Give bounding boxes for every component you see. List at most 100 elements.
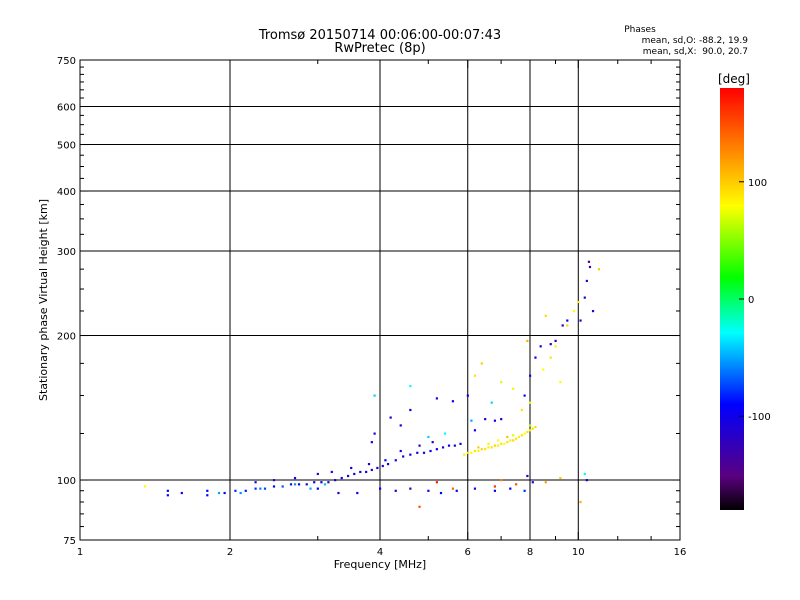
data-point xyxy=(532,428,534,430)
data-point xyxy=(545,315,547,317)
data-point xyxy=(491,402,493,404)
data-point xyxy=(282,485,284,487)
data-point xyxy=(467,452,469,454)
data-point xyxy=(429,450,431,452)
data-point xyxy=(259,488,261,490)
data-point xyxy=(371,441,373,443)
data-point xyxy=(254,488,256,490)
data-point xyxy=(423,452,425,454)
axes: 1 2 4 6 8 10 16 75 100 200 300 400 500 600 750 xyxy=(57,56,686,558)
x-tick-label: 2 xyxy=(227,547,233,558)
data-point xyxy=(573,310,575,312)
x-tick-label: 1 xyxy=(77,547,83,558)
data-point xyxy=(529,375,531,377)
data-point xyxy=(586,479,588,481)
data-point xyxy=(418,445,420,447)
y-tick-label: 600 xyxy=(57,103,76,114)
data-point xyxy=(167,490,169,492)
data-point xyxy=(400,424,402,426)
data-point xyxy=(554,345,556,347)
data-point xyxy=(542,368,544,370)
data-point xyxy=(436,397,438,399)
data-point xyxy=(487,446,489,448)
data-point xyxy=(470,420,472,422)
data-point xyxy=(529,429,531,431)
data-point xyxy=(452,400,454,402)
data-point xyxy=(512,388,514,390)
data-point xyxy=(365,471,367,473)
data-point xyxy=(509,488,511,490)
data-point xyxy=(521,409,523,411)
data-point xyxy=(598,268,600,270)
data-point xyxy=(456,490,458,492)
data-point xyxy=(264,488,266,490)
data-point xyxy=(521,434,523,436)
data-point xyxy=(374,433,376,435)
data-point xyxy=(586,280,588,282)
data-point xyxy=(529,402,531,404)
data-point xyxy=(474,375,476,377)
data-point xyxy=(427,490,429,492)
phase-box-line-o: mean, sd,O: -88.2, 19.9 xyxy=(642,36,749,46)
data-point xyxy=(298,483,300,485)
data-point xyxy=(540,345,542,347)
data-point xyxy=(592,310,594,312)
data-point xyxy=(584,297,586,299)
data-point xyxy=(382,465,384,467)
data-point xyxy=(470,452,472,454)
data-point xyxy=(390,416,392,418)
data-point xyxy=(518,436,520,438)
data-point xyxy=(313,481,315,483)
data-point xyxy=(452,488,454,490)
data-point xyxy=(494,490,496,492)
data-point xyxy=(454,445,456,447)
data-point xyxy=(224,492,226,494)
y-tick-label: 500 xyxy=(57,141,76,152)
data-point xyxy=(442,446,444,448)
x-tick-label: 10 xyxy=(572,547,585,558)
data-point xyxy=(512,439,514,441)
data-point xyxy=(234,490,236,492)
data-point xyxy=(368,463,370,465)
data-point xyxy=(317,488,319,490)
data-point xyxy=(356,492,358,494)
data-point xyxy=(494,445,496,447)
data-point xyxy=(240,492,242,494)
data-point xyxy=(334,479,336,481)
data-point xyxy=(497,445,499,447)
data-point xyxy=(444,433,446,435)
data-point xyxy=(526,340,528,342)
data-point xyxy=(588,261,590,263)
data-point xyxy=(484,418,486,420)
data-point xyxy=(324,483,326,485)
data-point xyxy=(559,381,561,383)
data-point xyxy=(379,488,381,490)
colorbar-tick-label: -100 xyxy=(748,412,771,423)
data-point xyxy=(409,385,411,387)
data-point xyxy=(387,463,389,465)
data-point xyxy=(550,343,552,345)
data-point xyxy=(481,448,483,450)
phase-box-title: Phases xyxy=(624,25,656,35)
data-point xyxy=(506,436,508,438)
data-point xyxy=(545,481,547,483)
data-point xyxy=(432,441,434,443)
data-point xyxy=(579,501,581,503)
data-point xyxy=(254,481,256,483)
data-point xyxy=(376,467,378,469)
data-point xyxy=(290,483,292,485)
data-point xyxy=(559,477,561,479)
x-tick-label: 4 xyxy=(377,547,383,558)
data-point xyxy=(477,450,479,452)
data-point xyxy=(206,494,208,496)
data-point xyxy=(350,467,352,469)
x-axis-label: Frequency [MHz] xyxy=(334,558,426,571)
data-point xyxy=(554,340,556,342)
data-point xyxy=(487,443,489,445)
data-point xyxy=(440,492,442,494)
data-point xyxy=(494,485,496,487)
data-point xyxy=(467,395,469,397)
phase-box-line-x: mean, sd,X: 90.0, 20.7 xyxy=(643,47,748,57)
